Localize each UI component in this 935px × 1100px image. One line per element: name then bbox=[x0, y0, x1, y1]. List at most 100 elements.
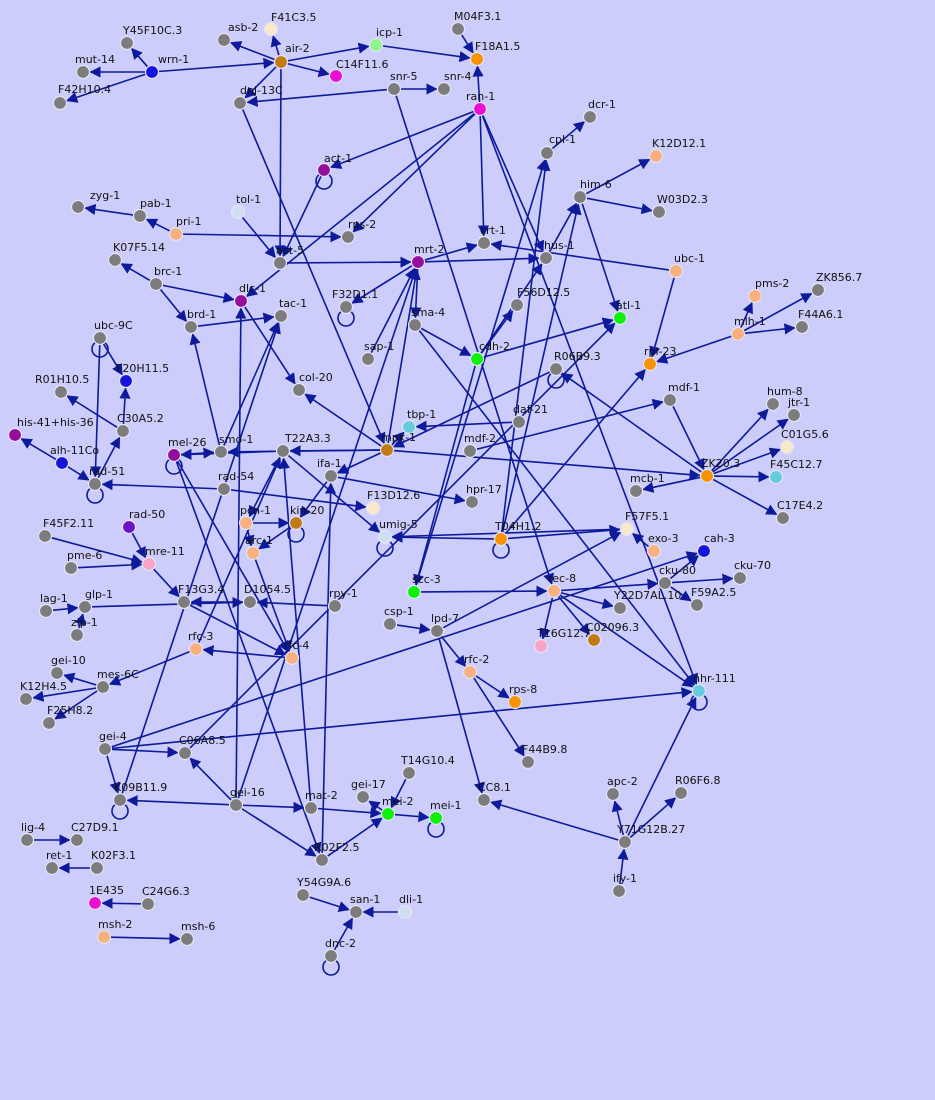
node-scc-3[interactable] bbox=[406, 584, 422, 600]
node-daf-21[interactable] bbox=[511, 414, 527, 430]
node-cpl-1[interactable] bbox=[539, 145, 555, 161]
node-rfc-4[interactable] bbox=[284, 650, 300, 666]
node-icp-1[interactable] bbox=[368, 37, 384, 53]
node-y45f10c-3[interactable] bbox=[119, 35, 135, 51]
node-k12h4-5[interactable] bbox=[18, 691, 34, 707]
node-san-1[interactable] bbox=[348, 904, 364, 920]
node-cc8-1[interactable] bbox=[476, 792, 492, 808]
node-hus-1[interactable] bbox=[538, 250, 554, 266]
node-f41c3-5[interactable] bbox=[263, 21, 279, 37]
node-t04h1-2[interactable] bbox=[493, 531, 509, 547]
node-f44a6-1[interactable] bbox=[794, 319, 810, 335]
node-f18a1-5[interactable] bbox=[469, 51, 485, 67]
node-f56d12-5[interactable] bbox=[509, 297, 525, 313]
node-hpr-17[interactable] bbox=[464, 494, 480, 510]
node-1e435[interactable] bbox=[87, 895, 103, 911]
node-lpd-7[interactable] bbox=[429, 623, 445, 639]
node-rps-8[interactable] bbox=[507, 694, 523, 710]
node-snr-4[interactable] bbox=[436, 81, 452, 97]
node-zk20-3[interactable] bbox=[699, 468, 715, 484]
node-wrn-1[interactable] bbox=[144, 64, 160, 80]
node-ubc-1[interactable] bbox=[668, 263, 684, 279]
node-his-41-his-36[interactable] bbox=[7, 427, 23, 443]
node-sma-4[interactable] bbox=[407, 317, 423, 333]
node-rpl-23[interactable] bbox=[642, 356, 658, 372]
node-him-6[interactable] bbox=[572, 189, 588, 205]
node-zk856-7[interactable] bbox=[810, 282, 826, 298]
node-mei-2[interactable] bbox=[380, 806, 396, 822]
node-lag-1[interactable] bbox=[38, 603, 54, 619]
node-mut-14[interactable] bbox=[75, 64, 91, 80]
node-t16g12-7[interactable] bbox=[533, 638, 549, 654]
node-ubc-9c[interactable] bbox=[92, 330, 108, 346]
node-smo-1[interactable] bbox=[213, 444, 229, 460]
node-pms-2[interactable] bbox=[747, 288, 763, 304]
node-c02096-3[interactable] bbox=[586, 632, 602, 648]
node-f45c12-7[interactable] bbox=[768, 469, 784, 485]
node-mat-2[interactable] bbox=[303, 800, 319, 816]
node-f20h11-5[interactable] bbox=[118, 373, 134, 389]
node-r01h10-5[interactable] bbox=[53, 384, 69, 400]
node-pcn-1[interactable] bbox=[238, 515, 254, 531]
node-sap-1[interactable] bbox=[360, 351, 376, 367]
node-csp-1[interactable] bbox=[382, 616, 398, 632]
node-ran-1[interactable] bbox=[472, 101, 488, 117]
node-rfc-3[interactable] bbox=[188, 641, 204, 657]
node-rfc-2[interactable] bbox=[462, 664, 478, 680]
node-f45f2-11[interactable] bbox=[37, 528, 53, 544]
node-brc-1[interactable] bbox=[148, 276, 164, 292]
node-y54g9a-6[interactable] bbox=[295, 887, 311, 903]
node-t14g10-4[interactable] bbox=[401, 765, 417, 781]
node-msh-6[interactable] bbox=[179, 931, 195, 947]
node-mei-1[interactable] bbox=[428, 810, 444, 826]
node-lig-4[interactable] bbox=[19, 832, 35, 848]
node-pme-6[interactable] bbox=[63, 560, 79, 576]
node-nhr-111[interactable] bbox=[691, 683, 707, 699]
node-c01g5-6[interactable] bbox=[779, 439, 795, 455]
node-ret-1[interactable] bbox=[44, 860, 60, 876]
node-mpk-1[interactable] bbox=[379, 442, 395, 458]
node-rad-54[interactable] bbox=[216, 481, 232, 497]
node-hum-8[interactable] bbox=[765, 396, 781, 412]
node-pab-1[interactable] bbox=[132, 208, 148, 224]
node-cku-70[interactable] bbox=[732, 570, 748, 586]
node-kin-20[interactable] bbox=[288, 515, 304, 531]
node-w03d2-3[interactable] bbox=[651, 204, 667, 220]
node-mrt-2[interactable] bbox=[410, 254, 426, 270]
node-dnc-2[interactable] bbox=[323, 948, 339, 964]
node-c17e4-2[interactable] bbox=[775, 510, 791, 526]
node-umig-5[interactable] bbox=[377, 529, 393, 545]
node-c24g6-3[interactable] bbox=[140, 896, 156, 912]
node-mre-11[interactable] bbox=[141, 556, 157, 572]
node-f42h10-4[interactable] bbox=[52, 95, 68, 111]
node-col-20[interactable] bbox=[291, 382, 307, 398]
node-jtr-1[interactable] bbox=[786, 407, 802, 423]
node-zyg-1[interactable] bbox=[70, 199, 86, 215]
node-gei-16[interactable] bbox=[228, 797, 244, 813]
node-air-2[interactable] bbox=[273, 54, 289, 70]
node-mdf-1[interactable] bbox=[662, 392, 678, 408]
node-tbp-1[interactable] bbox=[401, 419, 417, 435]
node-asb-2[interactable] bbox=[216, 32, 232, 48]
node-act-5[interactable] bbox=[272, 255, 288, 271]
node-exo-3[interactable] bbox=[646, 543, 662, 559]
node-tol-1[interactable] bbox=[230, 204, 246, 220]
node-rpy-1[interactable] bbox=[327, 598, 343, 614]
node-act-1[interactable] bbox=[316, 162, 332, 178]
node-crt-1[interactable] bbox=[476, 235, 492, 251]
node-y71g12b-27[interactable] bbox=[617, 834, 633, 850]
node-rec-8[interactable] bbox=[546, 583, 562, 599]
node-cdh-2[interactable] bbox=[469, 351, 485, 367]
node-r06b9-3[interactable] bbox=[548, 361, 564, 377]
node-pri-1[interactable] bbox=[168, 226, 184, 242]
node-dnj-13c[interactable] bbox=[232, 95, 248, 111]
node-mes-6c[interactable] bbox=[95, 679, 111, 695]
node-cah-3[interactable] bbox=[696, 543, 712, 559]
node-f32d1-1[interactable] bbox=[338, 299, 354, 315]
node-snr-5[interactable] bbox=[386, 81, 402, 97]
node-f13g3-4[interactable] bbox=[176, 594, 192, 610]
node-y22d7al-10[interactable] bbox=[612, 600, 628, 616]
node-mel-26[interactable] bbox=[166, 447, 182, 463]
node-rad-50[interactable] bbox=[121, 519, 137, 535]
node-t22a3-3[interactable] bbox=[275, 443, 291, 459]
